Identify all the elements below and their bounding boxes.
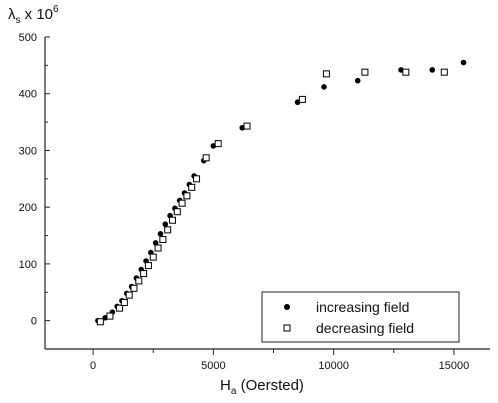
decreasing-field-point [440,68,448,76]
decreasing-field-point [96,318,104,326]
increasing-field-point [152,240,159,246]
decreasing-field-point [159,236,167,244]
legend-label-decreasing: decreasing field [316,320,414,336]
x-axis-title: Ha (Oersted) [220,377,304,397]
decreasing-field-point [193,175,201,183]
y-tick-label: 500 [19,32,37,44]
increasing-field-point [157,231,164,237]
x-axis-title-sub: a [231,386,237,397]
y-axis-title-sup: 6 [53,4,59,15]
y-axis-title-sub: s [16,15,21,26]
x-axis-title-main: H [220,377,231,394]
x-tick-label: 0 [90,360,96,372]
decreasing-field-point [322,70,330,78]
decreasing-field-point [402,68,410,76]
decreasing-field-point [202,154,210,162]
legend-label-increasing: increasing field [316,299,409,315]
y-tick-label: 300 [19,145,37,157]
decreasing-field-point [120,298,128,306]
decreasing-field-point [214,140,222,148]
decreasing-field-point [154,244,162,252]
decreasing-field-point [164,226,172,234]
axes [44,37,490,350]
decreasing-field-point [130,284,138,292]
y-tick-label: 200 [19,202,37,214]
y-ticks: 0 100 200 300 400 500 [19,32,50,328]
y-axis-title-mid: x 10 [21,6,54,23]
decreasing-field-point [173,208,181,216]
decreasing-field-point [116,304,124,312]
decreasing-field-point [188,183,196,191]
decreasing-field-point [168,216,176,224]
decreasing-field-point [149,253,157,261]
decreasing-field-point [178,199,186,207]
legend-marker-increasing [284,304,290,310]
decreasing-field-point [140,270,148,278]
decreasing-field-point [183,192,191,200]
decreasing-field-point [298,95,306,103]
data-points [95,59,467,326]
x-tick-label: 5000 [201,360,225,372]
increasing-field-point [460,59,467,66]
increasing-field-point [321,84,327,90]
decreasing-field-point [125,291,133,299]
legend-box [261,291,460,343]
x-tick-label: 15000 [439,360,470,372]
y-axis-title-main: λ [8,6,16,23]
x-axis-title-rest: (Oersted) [236,377,304,394]
legend-marker-decreasing [283,324,291,332]
x-tick-label: 10000 [318,360,349,372]
y-tick-label: 0 [31,316,37,328]
increasing-field-point [354,77,361,84]
decreasing-field-point [361,68,369,76]
x-ticks: 0 5000 10000 15000 [90,349,469,372]
legend: increasing field decreasing field [261,291,460,343]
y-tick-label: 400 [19,89,37,101]
increasing-field-point [162,221,169,227]
decreasing-field-point [135,277,143,285]
increasing-field-point [429,67,436,73]
y-axis-title: λs x 106 [8,4,59,26]
y-tick-label: 100 [19,259,37,271]
decreasing-field-point [144,262,152,270]
decreasing-field-point [243,122,251,130]
decreasing-field-point [106,312,114,320]
